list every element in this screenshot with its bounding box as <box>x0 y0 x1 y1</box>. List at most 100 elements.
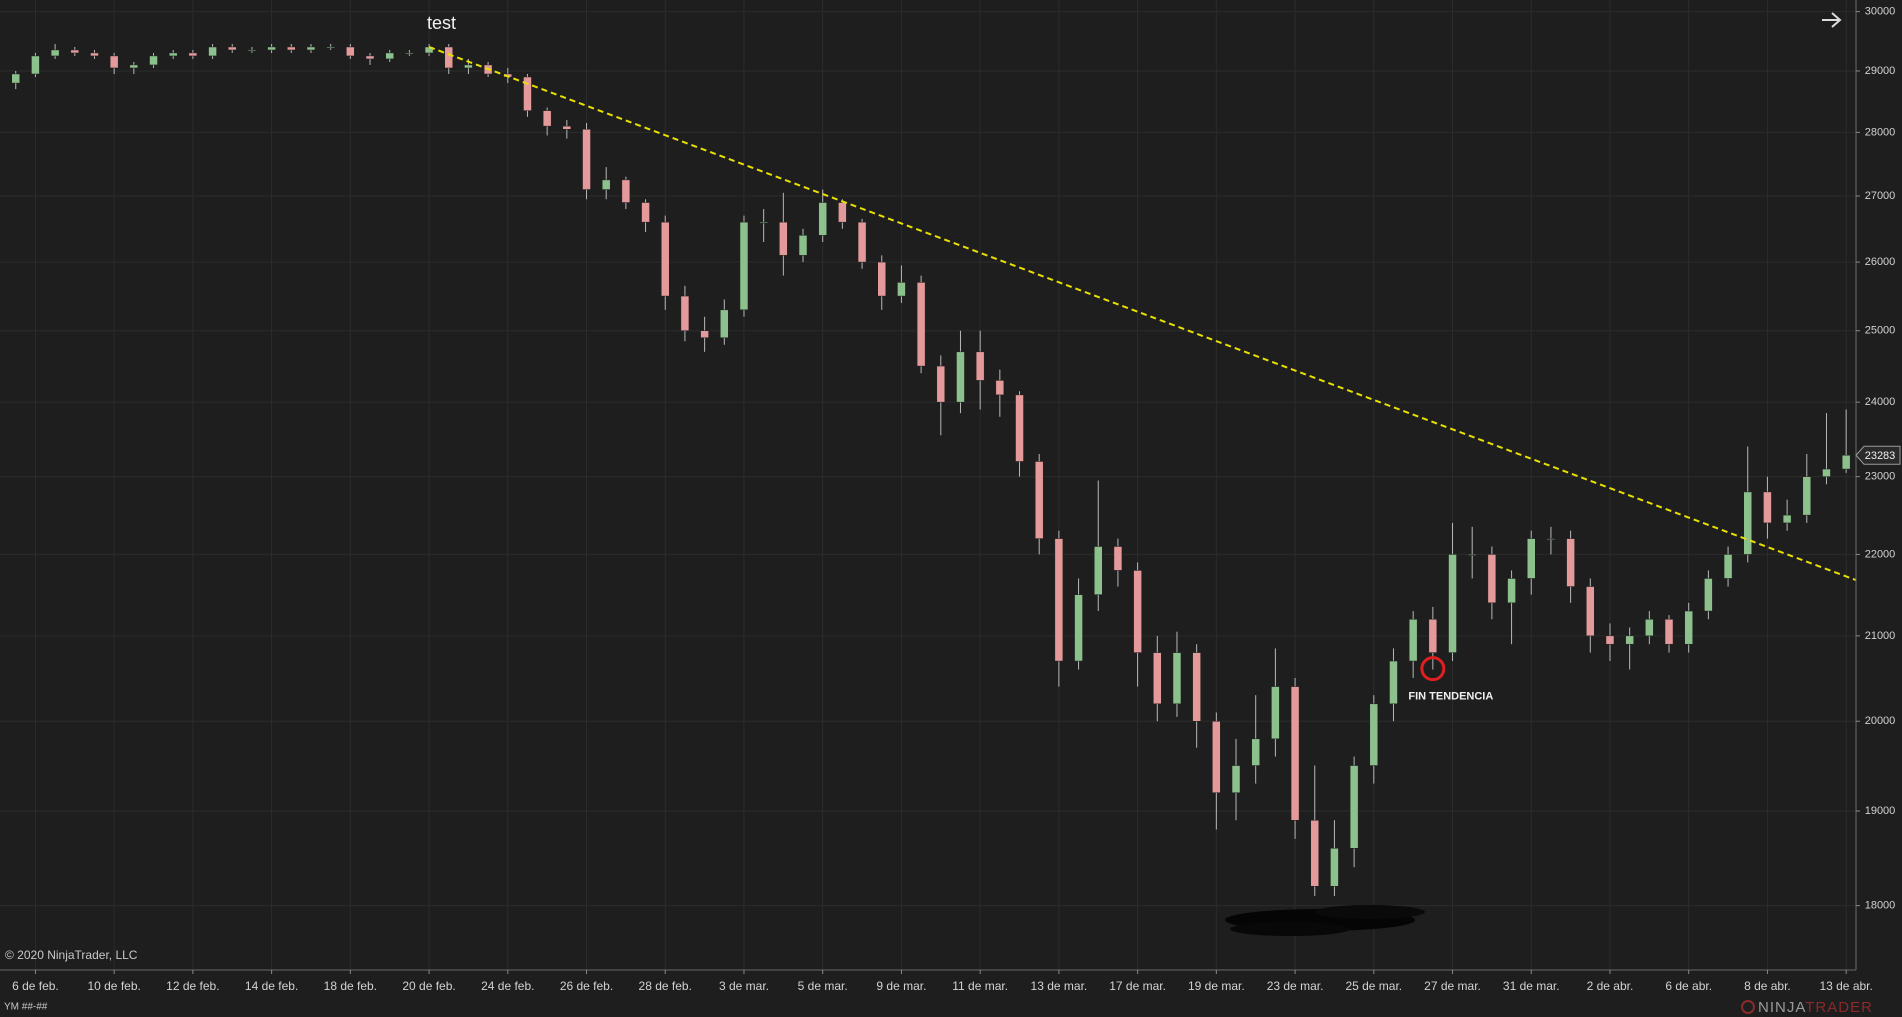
candle-body-up <box>1723 554 1733 579</box>
candle-body-down <box>1133 570 1142 653</box>
candle-body-down <box>70 49 80 54</box>
x-tick-label: 26 de feb. <box>560 979 613 993</box>
candle-body-up <box>1330 847 1339 887</box>
x-tick-label: 12 de feb. <box>166 979 219 993</box>
candle-body-up <box>739 221 749 311</box>
candle-body-up <box>1802 476 1812 516</box>
x-tick-label: 24 de feb. <box>481 979 534 993</box>
x-tick-label: 13 de mar. <box>1031 979 1088 993</box>
candle-body-down <box>916 282 926 367</box>
candle-body-down <box>1586 586 1595 637</box>
brand-ninja-text: NINJA <box>1758 999 1805 1016</box>
price-tag <box>1855 445 1901 465</box>
candle-body-down <box>1015 394 1024 462</box>
candle-body-up <box>956 351 965 403</box>
marker-circle <box>1420 656 1446 682</box>
candle-body-up <box>1704 578 1713 612</box>
candle-body-down <box>700 330 709 338</box>
candle-body-up <box>1743 491 1752 555</box>
candle-body-down <box>523 76 532 111</box>
candle-body-down <box>542 110 552 127</box>
candle-body-up <box>1408 619 1418 662</box>
candle-body-up <box>1546 538 1556 540</box>
chart-title: test <box>427 13 456 33</box>
x-tick-label: 2 de abr. <box>1587 979 1634 993</box>
grid <box>0 0 1856 970</box>
x-tick-label: 6 de feb. <box>12 979 59 993</box>
candle-body-down <box>562 125 572 130</box>
brand-trader-text: TRADER <box>1805 999 1873 1016</box>
y-tick-label: 28000 <box>1865 126 1896 138</box>
brand-logo: NINJATRADER <box>1741 999 1873 1016</box>
y-tick-label: 29000 <box>1865 65 1896 77</box>
candle-body-up <box>1251 738 1260 766</box>
candle-body-down <box>779 221 788 256</box>
candle-body-up <box>1841 454 1851 470</box>
trend-line <box>428 46 1857 582</box>
candle-body-down <box>1290 686 1300 821</box>
candle-body-up <box>1074 594 1083 662</box>
candle-body-up <box>1349 765 1359 849</box>
candle-body-up <box>1093 546 1103 595</box>
candle-body-up <box>1172 652 1182 705</box>
x-tick-label: 9 de mar. <box>876 979 926 993</box>
x-tick-label: 6 de abr. <box>1665 979 1712 993</box>
candle-body-up <box>1231 765 1241 793</box>
candle-body-up <box>759 221 768 224</box>
price-tag-label: 23283 <box>1865 450 1896 462</box>
candle-body-down <box>1566 538 1575 587</box>
candle-body-up <box>50 49 60 57</box>
candle-body-down <box>995 380 1005 396</box>
x-tick-label: 28 de feb. <box>639 979 692 993</box>
x-tick-label: 31 de mar. <box>1503 979 1560 993</box>
candle-body-down <box>1605 635 1615 645</box>
candle-body-down <box>1113 546 1123 571</box>
candle-body-up <box>168 52 178 57</box>
candle-body-down <box>1153 652 1162 705</box>
candle-body-down <box>188 52 198 57</box>
candle-body-down <box>680 295 690 331</box>
candle-body-down <box>1054 538 1064 662</box>
candle-body-up <box>149 55 158 66</box>
y-tick-label: 19000 <box>1865 805 1896 817</box>
candle-body-up <box>385 52 394 60</box>
candle-body-down <box>227 46 237 51</box>
candle-body-up <box>1507 578 1516 604</box>
copyright: © 2020 NinjaTrader, LLC <box>5 948 138 962</box>
brand-ninja: NINJATRADER <box>1758 999 1873 1016</box>
candle-body-down <box>621 179 631 203</box>
candle-body-down <box>1763 491 1772 524</box>
x-tick-label: 14 de feb. <box>245 979 298 993</box>
x-tick-label: 27 de mar. <box>1424 979 1481 993</box>
candle-body-down <box>90 52 99 57</box>
candle-body-up <box>267 46 276 51</box>
candle-body-up <box>720 309 729 338</box>
redaction-scribble <box>1225 905 1425 936</box>
x-tick-label: 11 de mar. <box>952 979 1008 993</box>
candle-body-up <box>1645 619 1654 637</box>
x-tick-label: 5 de mar. <box>798 979 848 993</box>
x-tick-label: 8 de abr. <box>1744 979 1791 993</box>
candle-body-down <box>1428 619 1438 653</box>
candle-body-down <box>1192 652 1201 722</box>
candle-body-down <box>975 351 985 381</box>
candle-body-down <box>660 221 670 297</box>
candle-body-down <box>287 46 296 51</box>
candle-body-down <box>365 55 375 60</box>
candle-body-down <box>1212 720 1221 793</box>
candle-body-up <box>1389 660 1398 705</box>
y-tick-label: 20000 <box>1865 715 1896 727</box>
candle-body-up <box>247 49 257 52</box>
x-tick-label: 3 de mar. <box>719 979 769 993</box>
candle-body-down <box>1310 819 1319 887</box>
x-tick-label: 18 de feb. <box>324 979 377 993</box>
marker-label: FIN TENDENCIA <box>1408 691 1493 703</box>
candle-body-down <box>109 55 119 69</box>
menu-arrow[interactable] <box>1822 12 1842 28</box>
candle-body-up <box>11 73 20 84</box>
candle-body-down <box>1487 554 1497 604</box>
y-tick-label: 23000 <box>1865 471 1896 483</box>
candle-body-up <box>1467 554 1477 556</box>
x-tick-label: 19 de mar. <box>1188 979 1245 993</box>
